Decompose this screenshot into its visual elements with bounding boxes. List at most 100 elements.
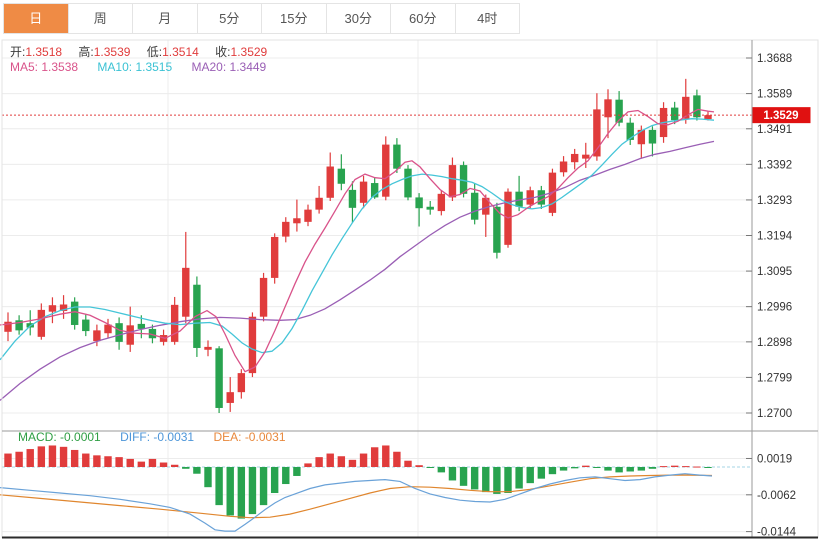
macd-bar bbox=[670, 465, 679, 467]
macd-bar bbox=[215, 467, 223, 506]
macd-bar bbox=[226, 467, 234, 516]
tab-4hour[interactable]: 4时 bbox=[455, 4, 519, 33]
tab-60min[interactable]: 60分 bbox=[391, 4, 456, 33]
macd-bar bbox=[70, 449, 79, 467]
candle-body bbox=[115, 323, 123, 342]
macd-bar bbox=[193, 467, 201, 474]
macd-bar bbox=[637, 467, 646, 471]
macd-bar bbox=[615, 467, 623, 473]
macd-bar bbox=[448, 467, 457, 481]
candle-body bbox=[537, 190, 546, 205]
candle-body bbox=[437, 193, 446, 212]
candle-body bbox=[59, 304, 68, 311]
candle-body bbox=[48, 305, 57, 312]
price-marker-value: 1.3529 bbox=[763, 110, 798, 122]
low-label: 低: bbox=[146, 45, 163, 59]
ma5-value: 1.3538 bbox=[41, 60, 79, 74]
macd-bar bbox=[682, 466, 690, 468]
price-marker-box bbox=[752, 107, 811, 124]
candle-body bbox=[304, 209, 312, 222]
candle-body bbox=[593, 109, 601, 157]
ma20-line bbox=[0, 140, 715, 401]
candle-body bbox=[148, 328, 157, 339]
macd-readout: MACD: -0.0001 DIFF: -0.0031 DEA: -0.0031 bbox=[18, 430, 286, 444]
macd-bar bbox=[137, 461, 146, 467]
tab-month[interactable]: 月 bbox=[133, 4, 198, 33]
macd-bar bbox=[370, 447, 379, 467]
candle-body bbox=[470, 192, 479, 220]
macd-bar bbox=[237, 467, 246, 519]
macd-bar bbox=[248, 467, 257, 515]
candle-body bbox=[215, 348, 223, 408]
macd-bar bbox=[348, 459, 357, 467]
candle-body bbox=[482, 197, 490, 215]
ma20-value: 1.3449 bbox=[229, 60, 267, 74]
tab-15min[interactable]: 15分 bbox=[262, 4, 327, 33]
candle-body bbox=[526, 190, 534, 205]
macd-bar bbox=[515, 467, 523, 489]
axis-tick-label: 1.2700 bbox=[757, 408, 792, 420]
macd-bar bbox=[659, 466, 668, 468]
candle-body bbox=[415, 197, 423, 209]
macd-bar bbox=[382, 445, 390, 467]
macd-bar bbox=[393, 451, 401, 467]
macd-bar bbox=[315, 457, 323, 467]
macd-bar bbox=[337, 456, 346, 467]
macd-bar bbox=[604, 467, 612, 471]
dea-label: DEA: bbox=[213, 430, 242, 444]
candle-body bbox=[37, 309, 46, 337]
macd-bar bbox=[48, 445, 57, 467]
diff-value: -0.0031 bbox=[153, 430, 195, 444]
candle-body bbox=[226, 392, 234, 403]
open-value: 1.3518 bbox=[25, 45, 63, 59]
macd-bar bbox=[282, 467, 290, 485]
axis-tick-label: 1.3392 bbox=[757, 159, 792, 171]
macd-bar bbox=[115, 457, 123, 467]
diff-label: DIFF: bbox=[120, 430, 151, 444]
candle-body bbox=[359, 181, 368, 203]
ma5-label: MA5: bbox=[10, 60, 39, 74]
macd-bar bbox=[548, 467, 557, 475]
macd-bar bbox=[126, 458, 134, 467]
axis-tick-label: 1.2996 bbox=[757, 302, 792, 314]
candle-body bbox=[704, 115, 712, 120]
axis-tick-label: 1.2799 bbox=[757, 372, 792, 384]
macd-label: MACD: bbox=[18, 430, 57, 444]
candle-body bbox=[693, 95, 701, 118]
macd-bar bbox=[148, 458, 157, 467]
tab-week[interactable]: 周 bbox=[68, 4, 133, 33]
axis-tick-label: 1.3194 bbox=[757, 231, 793, 243]
diff-line bbox=[0, 473, 713, 532]
candle-body bbox=[348, 189, 357, 208]
tab-day[interactable]: 日 bbox=[4, 4, 69, 33]
macd-bar bbox=[626, 467, 634, 472]
tab-5min[interactable]: 5分 bbox=[197, 4, 262, 33]
macd-bar bbox=[359, 453, 368, 467]
candle-body bbox=[404, 168, 412, 198]
candle-body bbox=[670, 107, 679, 121]
macd-bar bbox=[204, 467, 212, 488]
candle-body bbox=[70, 301, 79, 325]
macd-bar bbox=[426, 467, 434, 468]
macd-bar bbox=[470, 467, 479, 490]
macd-bar bbox=[582, 465, 590, 467]
candle-body bbox=[315, 197, 323, 210]
candle-body bbox=[126, 325, 134, 345]
macd-bar bbox=[15, 451, 23, 467]
candle-body bbox=[648, 129, 657, 144]
macd-bar bbox=[482, 467, 490, 493]
axis-tick-label: 1.3589 bbox=[757, 89, 792, 101]
candle-body bbox=[637, 129, 646, 145]
macd-bar bbox=[493, 467, 501, 494]
macd-bar bbox=[570, 467, 579, 469]
tab-30min[interactable]: 30分 bbox=[326, 4, 391, 33]
axis-tick-label: 0.0019 bbox=[757, 453, 792, 465]
axis-tick-label: 1.2898 bbox=[757, 337, 792, 349]
macd-bar bbox=[4, 453, 12, 467]
ohlc-readout: 开:1.3518 高:1.3539 低:1.3514 收:1.3529 bbox=[10, 43, 280, 60]
candle-body bbox=[570, 153, 579, 163]
macd-bar bbox=[648, 467, 657, 469]
candle-body bbox=[204, 346, 212, 350]
